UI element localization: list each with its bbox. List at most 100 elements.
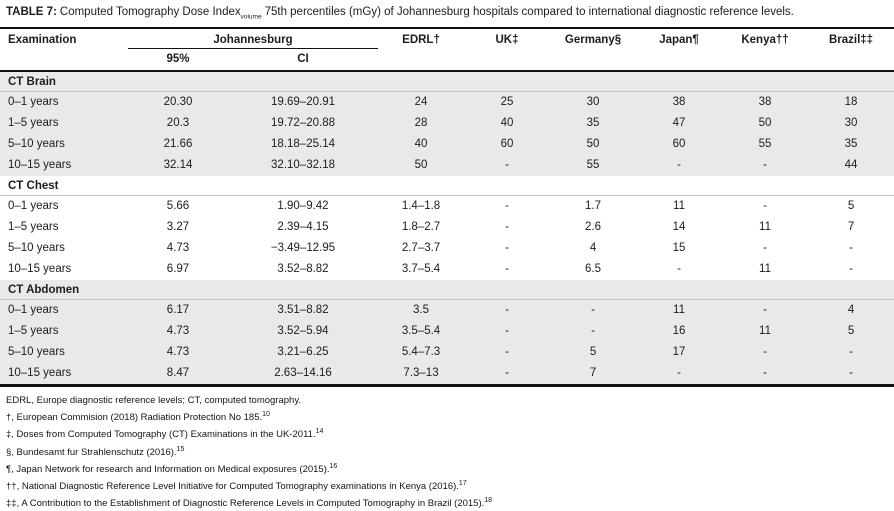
value-cell: 55 [722,134,809,156]
value-cell: 3.52–8.82 [277,263,329,276]
value-cell: - [722,342,809,364]
caption-subscript: volume [240,13,262,21]
value-cell: - [849,242,853,255]
value-cell: - [505,221,509,234]
value-cell: 18.18–25.14 [228,134,379,156]
value-cell: 55 [550,155,637,177]
table-row: 10–15 years 8.47 2.63–14.16 7.3–13-7- - - [0,363,894,386]
age-group-cell: 1–5 years [0,321,128,343]
value-cell: 4 [589,242,597,255]
table-row: 1–5 years 20.3 19.72–20.88 28 40 35 47 50 30 [0,113,894,135]
value-cell: 3.7–5.4 [401,263,441,276]
value-cell: 25 [464,91,551,114]
section-header-row: CT Chest [0,176,894,197]
value-cell: - [464,155,551,177]
value-cell: 8.47 [128,363,228,386]
age-group-cell: 5–10 years [0,134,128,156]
age-group-cell: 1–5 years [0,113,128,135]
value-cell: - [722,155,809,177]
value-cell: 6.97 [166,263,190,276]
value-cell: 1.4–1.8 [401,200,441,213]
value-cell: 28 [378,113,465,135]
table-row: 0–1 years 20.30 19.69–20.91 24 25 30 38 38 18 [0,91,894,114]
age-group-cell: 10–15 years [0,155,128,177]
value-cell: 11 [673,200,685,213]
value-cell: 18 [808,91,894,114]
value-cell: 24 [378,91,465,114]
table-body: CT Brain 0–1 years 20.30 19.69–20.91 24 25 30 3… [0,71,894,386]
value-cell: 20.30 [128,91,228,114]
col-header-brazil: Brazil‡‡ [828,34,874,47]
value-cell: 2.39–4.15 [277,221,329,234]
reference-superscript: 15 [176,445,185,453]
value-cell: 3.5 [378,299,465,322]
value-cell: - [677,263,681,276]
value-cell: 3.52–5.94 [228,321,379,343]
value-cell: 4.73 [166,242,190,255]
table-label: TABLE 7: [6,6,57,18]
table-row: 1–5 years 3.27 2.39–4.15 1.8–2.7 - 2.6 14 11 7 [0,217,894,238]
value-cell: 3.51–8.82 [228,299,379,322]
value-cell: 21.66 [128,134,228,156]
value-cell: 7 [550,363,637,386]
value-cell: 11 [722,321,809,343]
value-cell: - [464,321,551,343]
value-cell: - [808,363,894,386]
reference-superscript: 17 [458,479,467,487]
value-cell: 38 [722,91,809,114]
section-header-row: CT Abdomen [0,280,894,301]
footnote: †, European Commision (2018) Radiation P… [6,411,270,424]
value-cell: - [849,263,853,276]
value-cell: - [550,299,637,322]
value-cell: - [464,363,551,386]
value-cell: - [722,363,809,386]
table-row: 10–15 years 6.97 3.52–8.82 3.7–5.4 - 6.5 - 11 - [0,259,894,280]
value-cell: - [505,242,509,255]
value-cell: 40 [464,113,551,135]
value-cell: 5 [847,200,855,213]
col-header-uk: UK‡ [495,34,519,47]
header-row-top: Examination Johannesburg EDRL† UK‡ Germa… [0,28,894,50]
value-cell: 30 [808,113,894,135]
value-cell: 44 [808,155,894,177]
value-cell: 17 [636,342,723,364]
value-cell: 5.66 [166,200,190,213]
value-cell: - [636,155,723,177]
table-row: 5–10 years 21.66 18.18–25.14 40 60 50 60 55 35 [0,134,894,156]
value-cell: 40 [378,134,465,156]
value-cell: 32.14 [128,155,228,177]
value-cell: - [763,200,767,213]
footnote: §, Bundesamt fur Strahlenschutz (2016).1… [6,445,185,458]
value-cell: 3.27 [166,221,190,234]
age-group-cell: 10–15 years [0,363,128,386]
age-group-cell: 5–10 years [8,242,65,255]
value-cell: 6.17 [128,299,228,322]
value-cell: 5 [550,342,637,364]
value-cell: - [464,342,551,364]
reference-superscript: 10 [262,411,270,419]
value-cell: 4 [808,299,894,322]
footnote: ‡, Doses from Computed Tomography (CT) E… [6,428,324,441]
table-row: 5–10 years 4.73 −3.49–12.95 2.7–3.7 - 4 15 - - [0,238,894,259]
caption-text-pre: Computed Tomography Dose Index [59,6,241,18]
value-cell: - [636,363,723,386]
value-cell: 6.5 [585,263,602,276]
section-title: CT Abdomen [0,280,894,301]
table-row: 0–1 years 6.17 3.51–8.82 3.5- -11-4 [0,299,894,322]
value-cell: 4.73 [128,342,228,364]
value-cell: 50 [722,113,809,135]
reference-superscript: 16 [329,462,338,470]
value-cell: 3.5–5.4 [378,321,465,343]
value-cell: - [763,242,767,255]
value-cell: 11 [759,263,771,276]
value-cell: 11 [636,299,723,322]
value-cell: 19.69–20.91 [228,91,379,114]
table-row: 1–5 years 4.73 3.52–5.94 3.5–5.4- -16 11 5 [0,321,894,343]
value-cell: 50 [550,134,637,156]
dose-index-table: Examination Johannesburg EDRL† UK‡ Germa… [0,27,894,388]
value-cell: 47 [636,113,723,135]
value-cell: 1.90–9.42 [277,200,329,213]
age-group-cell: 1–5 years [8,221,59,234]
col-header-ci: CI [297,53,309,66]
table-header: Examination Johannesburg EDRL† UK‡ Germa… [0,28,894,72]
